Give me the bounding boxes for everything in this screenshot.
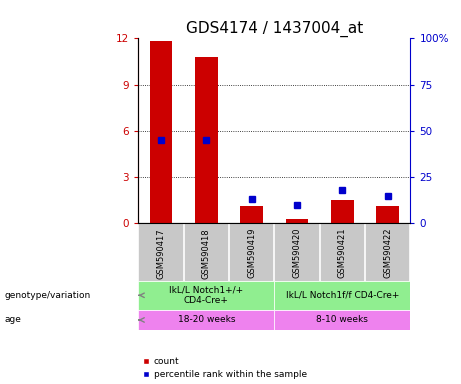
Text: age: age	[5, 316, 22, 324]
Text: IkL/L Notch1f/f CD4-Cre+: IkL/L Notch1f/f CD4-Cre+	[286, 291, 399, 300]
Text: GSM590421: GSM590421	[338, 228, 347, 278]
Bar	[331, 200, 354, 223]
Bar	[138, 281, 274, 310]
Bar	[274, 281, 410, 310]
Bar	[138, 310, 274, 330]
Bar	[274, 310, 410, 330]
Text: GSM590419: GSM590419	[247, 228, 256, 278]
Text: GSM590420: GSM590420	[292, 228, 301, 278]
Text: 8-10 weeks: 8-10 weeks	[316, 316, 368, 324]
Text: IkL/L Notch1+/+
CD4-Cre+: IkL/L Notch1+/+ CD4-Cre+	[169, 286, 243, 305]
Text: GSM590417: GSM590417	[156, 228, 165, 279]
Text: GSM590422: GSM590422	[383, 228, 392, 278]
Title: GDS4174 / 1437004_at: GDS4174 / 1437004_at	[186, 21, 363, 37]
Text: genotype/variation: genotype/variation	[5, 291, 91, 300]
Text: 18-20 weeks: 18-20 weeks	[177, 316, 235, 324]
Bar	[240, 207, 263, 223]
Bar	[286, 219, 308, 223]
Legend: count, percentile rank within the sample: count, percentile rank within the sample	[143, 357, 307, 379]
Text: GSM590418: GSM590418	[202, 228, 211, 279]
Bar	[376, 207, 399, 223]
Bar	[195, 57, 218, 223]
Bar	[150, 41, 172, 223]
